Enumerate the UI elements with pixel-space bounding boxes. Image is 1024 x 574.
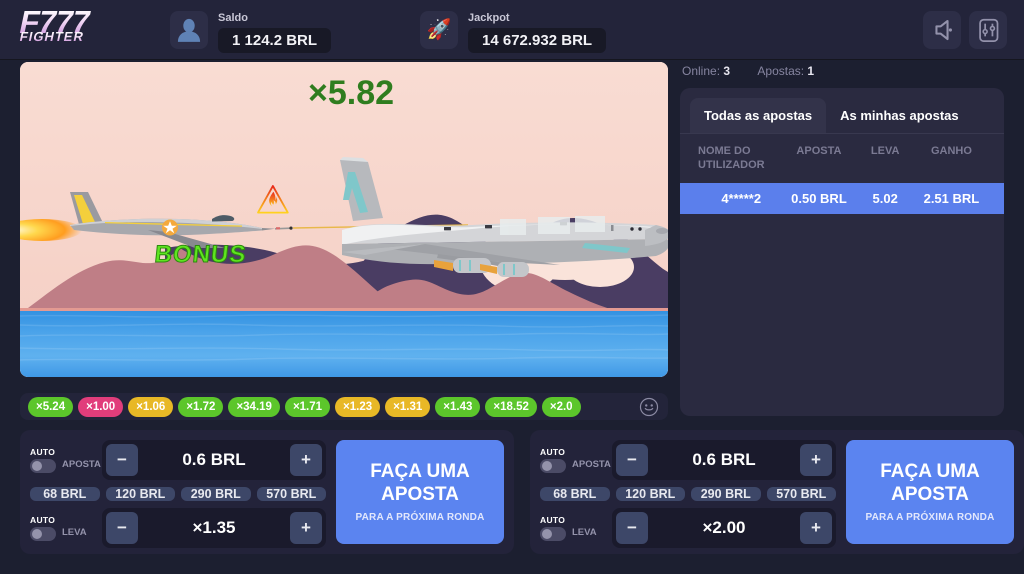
svg-text:×5.82: ×5.82 <box>308 74 394 112</box>
svg-text:BONUS: BONUS <box>153 241 247 268</box>
